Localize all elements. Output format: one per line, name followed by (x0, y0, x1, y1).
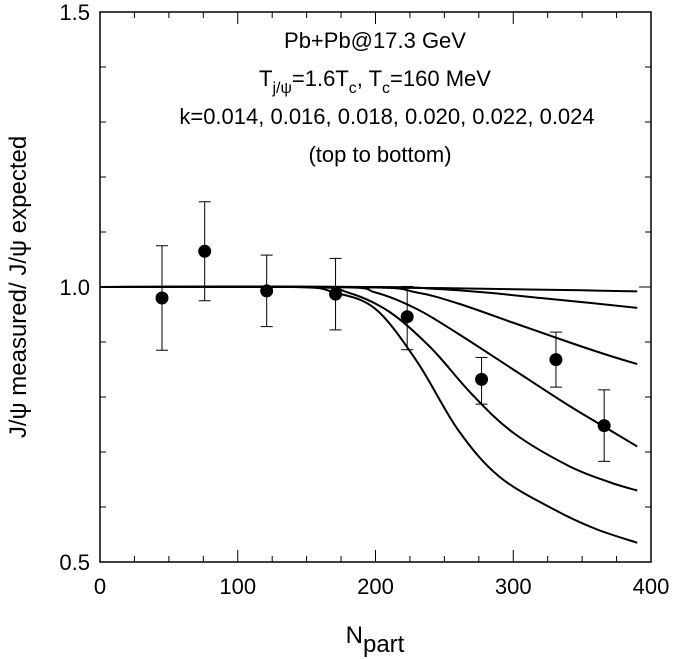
x-tick-label: 300 (495, 574, 532, 599)
data-point (329, 287, 343, 301)
model-curves (99, 285, 638, 544)
annotation-order: (top to bottom) (308, 142, 451, 167)
annotation-t-val: =1.6T (292, 66, 349, 91)
curve-k-0-018 (99, 285, 638, 365)
y-tick-label: 1.0 (59, 275, 90, 300)
major-ticks (99, 11, 652, 563)
data-point (549, 353, 563, 367)
y-tick-label: 0.5 (59, 550, 90, 575)
x-axis-title-sub: part (363, 631, 405, 658)
annotation-k-values: k=0.014, 0.016, 0.018, 0.020, 0.022, 0.0… (179, 104, 594, 129)
curve-k-0-024 (99, 285, 638, 544)
y-axis-title: J/ψ measured/ J/ψ expected (5, 136, 32, 438)
x-tick-label: 200 (357, 574, 394, 599)
curve-k-0-020 (99, 285, 638, 448)
data-point (475, 372, 489, 386)
annotation-c-sub: c (349, 80, 357, 97)
y-tick-label: 1.5 (59, 0, 90, 25)
data-point (260, 284, 274, 298)
x-tick-label: 400 (633, 574, 670, 599)
x-tick-label: 0 (94, 574, 106, 599)
annotation-sep: , T (357, 66, 382, 91)
annotation-t-sub: j/ψ (272, 80, 292, 97)
data-point (198, 244, 212, 258)
annotation-temperatures: Tj/ψ=1.6Tc, Tc=160 MeV (259, 66, 491, 97)
x-axis-title-main: N (346, 622, 363, 649)
measured-points (155, 201, 611, 462)
tick-labels: 0 100 200 300 400 0.5 1.0 1.5 (59, 0, 669, 599)
x-axis-title: Npart (346, 622, 405, 658)
minor-ticks (100, 12, 651, 562)
annotation-t: T (259, 66, 272, 91)
curve-k-0-022 (99, 285, 638, 492)
annotation-energy: Pb+Pb@17.3 GeV (284, 28, 466, 53)
data-point (155, 291, 169, 305)
data-point (597, 419, 611, 433)
data-point (400, 310, 414, 324)
annotation-c-sub2: c (382, 80, 390, 97)
x-tick-label: 100 (219, 574, 256, 599)
annotation-tc-val: =160 MeV (390, 66, 491, 91)
